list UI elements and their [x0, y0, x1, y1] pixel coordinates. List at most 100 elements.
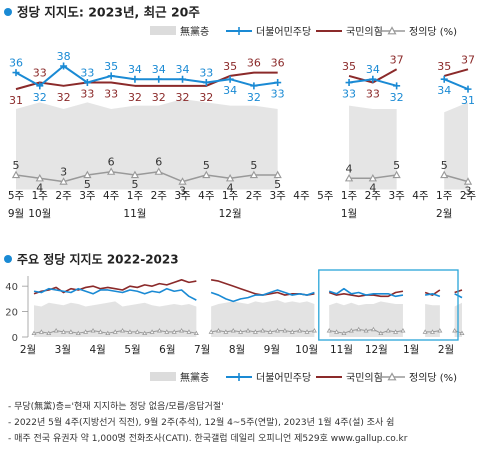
chart2-justice-point — [275, 328, 280, 333]
chart2-justice-point — [142, 330, 148, 336]
chart2-justice-point — [304, 329, 310, 334]
chart1-legend-marker-democratic — [235, 27, 243, 35]
chart2-recent-window-highlight — [318, 269, 459, 341]
chart1-header: 정당 지지도: 2023년, 최근 20주 — [4, 5, 200, 20]
chart2-x-tick-month: 5월 — [124, 344, 140, 356]
chart1-justice-point — [130, 170, 140, 179]
chart2-x-tick-month: 3월 — [55, 344, 71, 356]
chart1-legend-marker-justice — [387, 26, 397, 35]
chart2-justice-point — [90, 328, 96, 333]
chart1-justice-point — [11, 170, 21, 179]
chart1-democratic-point — [155, 75, 163, 83]
chart1-justice-label: 4 — [227, 181, 234, 194]
footnotes: - 무당(無黨)층='현재 지지하는 정당 없음/모름/응답거절' - 2022… — [8, 400, 408, 444]
chart1-ppp-label: 32 — [152, 91, 166, 104]
chart2-justice-point — [230, 328, 236, 333]
chart1-democratic-point — [226, 75, 234, 83]
chart1-ppp-line-2 — [443, 68, 469, 77]
chart1-ppp-label: 33 — [80, 88, 94, 101]
chart2-y-tick: 0 — [12, 333, 18, 344]
chart1-democratic-label: 34 — [223, 84, 237, 97]
chart1-justice-point — [35, 173, 44, 182]
chart2-justice-point — [348, 328, 354, 333]
chart1-title-bullet-icon — [4, 8, 12, 16]
chart2-x-tick-month: 9월 — [264, 344, 280, 356]
chart2-justice-point — [83, 329, 89, 334]
chart1-x-tick-week: 3주 — [79, 190, 96, 202]
chart1-justice-point — [225, 173, 235, 182]
chart1-democratic-label: 34 — [128, 63, 142, 76]
chart1-ppp-label: 33 — [366, 88, 380, 101]
chart1-x-tick-week: 2주 — [151, 190, 168, 202]
chart1-democratic-point — [107, 72, 115, 80]
chart2-header: 주요 정당 지지도 2022-2023 — [4, 252, 179, 267]
chart1-title: 정당 지지도: 2023년, 최근 20주 — [17, 5, 200, 20]
chart2-democratic-line-2 — [328, 287, 404, 298]
chart2-justice-point — [400, 328, 406, 333]
chart1-democratic-point — [36, 82, 44, 90]
chart1-legend: 無黨층 더불어민주당 국민의힘 정의당 (%) — [150, 25, 457, 38]
chart2-justice-point — [193, 330, 199, 336]
chart2-justice-point — [252, 329, 258, 334]
chart1-democratic-point — [60, 62, 68, 70]
chart2-justice-point — [149, 329, 155, 334]
footnote-2: - 2022년 5월 4주(지방선거 직전), 9월 2주(추석), 12월 4… — [8, 416, 394, 428]
chart2-justice-point — [127, 329, 133, 334]
chart2-justice-point — [112, 329, 118, 334]
chart1-democratic-label: 34 — [152, 63, 166, 76]
chart2-x-tick-month: 7월 — [194, 344, 210, 356]
chart2-justice-point — [238, 329, 244, 334]
chart2-nonpartisan-area-0 — [34, 301, 197, 337]
chart1-ppp-label: 35 — [437, 60, 451, 73]
chart2-x-tick-month: 12월 — [365, 344, 388, 356]
chart2-justice-point — [422, 329, 428, 334]
chart1-x-tick-month: 12월 — [219, 208, 242, 220]
chart1-justice-label: 4 — [346, 162, 353, 175]
chart1-justice-point — [178, 177, 187, 185]
chart1-democratic-point — [179, 75, 187, 83]
chart1-ppp-label: 35 — [342, 60, 356, 73]
chart1-x-tick-week: 2주 — [460, 190, 477, 202]
chart1-justice-point — [59, 177, 68, 185]
footnote-1: - 무당(無黨)층='현재 지지하는 정당 없음/모름/응답거절' — [8, 400, 224, 412]
chart1-legend-swatch-nonpartisan — [150, 26, 176, 35]
chart1-ppp-label: 36 — [247, 57, 261, 70]
chart2-justice-point — [120, 328, 126, 333]
chart1-democratic-point — [345, 79, 353, 87]
chart1-justice-label: 5 — [274, 178, 281, 191]
chart1-legend-label-justice: 정의당 (%) — [409, 26, 457, 38]
chart1-justice-label: 5 — [203, 159, 210, 172]
chart1-ppp-label: 31 — [9, 94, 23, 107]
chart1-democratic-label: 38 — [57, 50, 71, 63]
chart1-x-tick-week: 4주 — [293, 190, 310, 202]
chart2-legend-label-democratic: 더불어민주당 — [256, 372, 311, 384]
chart2-justice-point — [179, 328, 185, 333]
chart2-justice-point — [216, 328, 221, 333]
chart1-democratic-point — [131, 75, 139, 83]
chart2-justice-point — [437, 328, 443, 333]
chart1-x-tick-week: 1주 — [436, 190, 453, 202]
chart2-y-tick: 40 — [5, 282, 18, 293]
chart2-x-tick-month: 2월 — [20, 344, 36, 356]
chart2-justice-point — [297, 328, 303, 333]
chart1-justice-label: 3 — [60, 166, 67, 179]
chart1-legend-label-democratic: 더불어민주당 — [256, 26, 311, 38]
chart2-justice-point — [38, 329, 44, 334]
chart2-justice-point — [171, 329, 177, 334]
chart2-justice-point — [61, 329, 66, 334]
chart1-justice-label: 5 — [84, 178, 91, 191]
chart2-justice-point — [289, 329, 295, 334]
chart2-x-tick-month: 4월 — [89, 344, 105, 356]
chart2-nonpartisan-area-3 — [425, 303, 440, 337]
chart1-x-tick-month: 9월 — [8, 208, 24, 220]
chart2-x-tick-month: 11월 — [330, 344, 353, 356]
chart1-justice-point — [344, 173, 354, 182]
chart2-justice-point — [356, 326, 362, 332]
chart1-justice-label: 4 — [369, 181, 376, 194]
chart1-x-tick-month: 10월 — [28, 208, 51, 220]
chart1-justice-label: 3 — [465, 185, 472, 198]
chart1-x-tick-week: 1주 — [341, 190, 358, 202]
chart1-justice-point — [273, 170, 282, 179]
chart2-justice-point — [311, 328, 317, 333]
